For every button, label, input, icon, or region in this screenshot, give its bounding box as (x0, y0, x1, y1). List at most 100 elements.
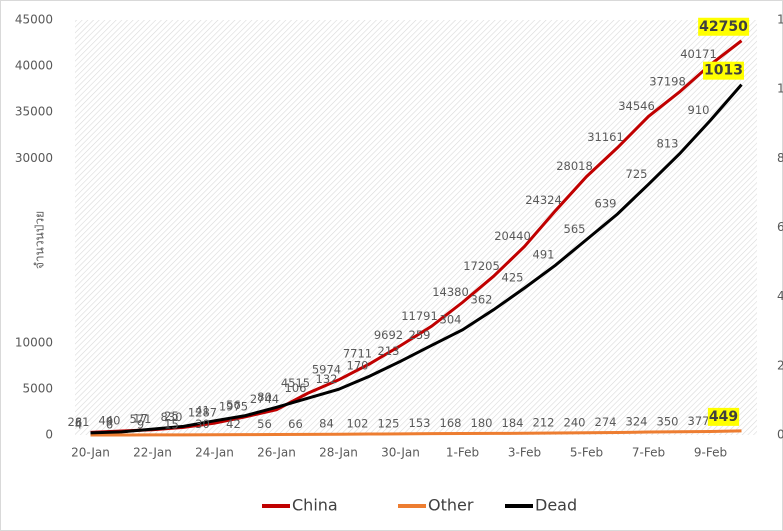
data-label: 15 (164, 417, 179, 431)
x-tick-label: 24-Jan (195, 446, 234, 460)
data-label: 910 (688, 103, 710, 117)
data-label: 66 (288, 417, 303, 431)
data-label: 11791 (401, 309, 438, 323)
data-label: 281 (68, 415, 90, 429)
data-label: 24324 (525, 193, 562, 207)
data-label: 56 (257, 417, 272, 431)
data-label: 80 (257, 390, 272, 404)
x-tick-label: 30-Jan (381, 446, 420, 460)
data-label: 813 (657, 136, 679, 150)
data-label: 17205 (463, 259, 500, 273)
x-tick-label: 3-Feb (508, 446, 541, 460)
data-label: 274 (595, 415, 617, 429)
data-label: 362 (471, 292, 493, 306)
series-line (90, 39, 743, 434)
data-label: 180 (471, 416, 493, 430)
legend-label: Other (428, 496, 474, 515)
x-tick-label: 5-Feb (570, 446, 603, 460)
x-tick-label: 28-Jan (319, 446, 358, 460)
data-label: 9 (137, 417, 144, 431)
data-label: 153 (409, 416, 431, 430)
x-tick-label: 1-Feb (446, 446, 479, 460)
x-tick-label: 26-Jan (257, 446, 296, 460)
data-label: 9 (106, 414, 113, 428)
y2-tick-label: 1000 (777, 82, 783, 96)
data-label: 5974 (312, 362, 341, 376)
data-label: 377 (688, 414, 710, 428)
data-label: 449 (709, 409, 738, 425)
data-label: 1287 (188, 406, 217, 420)
data-label: 639 (595, 197, 617, 211)
data-label: 17 (133, 412, 148, 426)
x-tick-label: 20-Jan (71, 446, 110, 460)
data-label: 106 (285, 381, 307, 395)
y2-tick-label: 1200 (777, 13, 783, 27)
data-label: 1013 (704, 63, 743, 79)
data-label: 259 (409, 328, 431, 342)
data-label: 25 (164, 409, 179, 423)
y-tick-label: 10000 (15, 335, 53, 349)
x-tick-label: 7-Feb (632, 446, 665, 460)
data-label: 4515 (281, 376, 310, 390)
data-label: 425 (502, 271, 524, 285)
y2-tick-label: 600 (777, 220, 783, 234)
y2-tick-label: 200 (777, 358, 783, 372)
label-highlight (707, 407, 740, 426)
data-label: 2744 (250, 392, 279, 406)
data-label: 14380 (432, 285, 469, 299)
data-label: 20440 (494, 229, 531, 243)
data-label: 168 (440, 416, 462, 430)
x-tick-label: 22-Jan (133, 446, 172, 460)
data-label: 304 (440, 312, 462, 326)
data-label: 132 (316, 372, 338, 386)
data-label: 31161 (587, 130, 624, 144)
y-axis-label: จำนวนป่วย (33, 211, 47, 269)
data-label: 4 (75, 417, 82, 431)
data-label: 6 (106, 417, 113, 431)
data-label: 37198 (649, 74, 686, 88)
data-label: 102 (347, 417, 369, 431)
label-highlight (703, 61, 744, 80)
legend-label: Dead (535, 496, 577, 515)
y-tick-label: 5000 (22, 381, 53, 395)
data-label: 440 (99, 413, 121, 427)
data-label: 56 (226, 398, 241, 412)
legend-label: China (292, 496, 338, 515)
y-tick-label: 45000 (15, 13, 53, 27)
y2-tick-label: 800 (777, 151, 783, 165)
data-label: 7711 (343, 346, 372, 360)
data-label: 240 (564, 415, 586, 429)
y-tick-label: 40000 (15, 59, 53, 73)
data-label: 6 (75, 415, 82, 429)
data-label: 28018 (556, 159, 593, 173)
data-label: 571 (130, 412, 152, 426)
series-line (90, 83, 743, 435)
plot-area (75, 20, 757, 435)
data-label: 725 (626, 167, 648, 181)
data-label: 30 (195, 417, 210, 431)
y2-tick-label: 0 (777, 428, 783, 442)
y-tick-label: 35000 (15, 105, 53, 119)
data-label: 1975 (219, 399, 248, 413)
data-label: 9692 (374, 328, 403, 342)
label-highlight (698, 17, 750, 36)
data-label: 565 (564, 222, 586, 236)
data-label: 213 (378, 344, 400, 358)
y-tick-label: 0 (45, 428, 53, 442)
y2-tick-label: 400 (777, 289, 783, 303)
data-label: 491 (533, 248, 555, 262)
data-label: 324 (626, 415, 648, 429)
x-tick-label: 9-Feb (694, 446, 727, 460)
data-label: 41 (195, 403, 210, 417)
data-label: 84 (319, 417, 334, 431)
data-label: 170 (347, 359, 369, 373)
data-label: 34546 (618, 99, 655, 113)
data-label: 184 (502, 416, 524, 430)
data-label: 830 (161, 410, 183, 424)
series-line (90, 429, 742, 437)
y-tick-label: 30000 (15, 151, 53, 165)
data-label: 42 (226, 417, 241, 431)
data-label: 212 (533, 416, 555, 430)
data-label: 125 (378, 416, 400, 430)
